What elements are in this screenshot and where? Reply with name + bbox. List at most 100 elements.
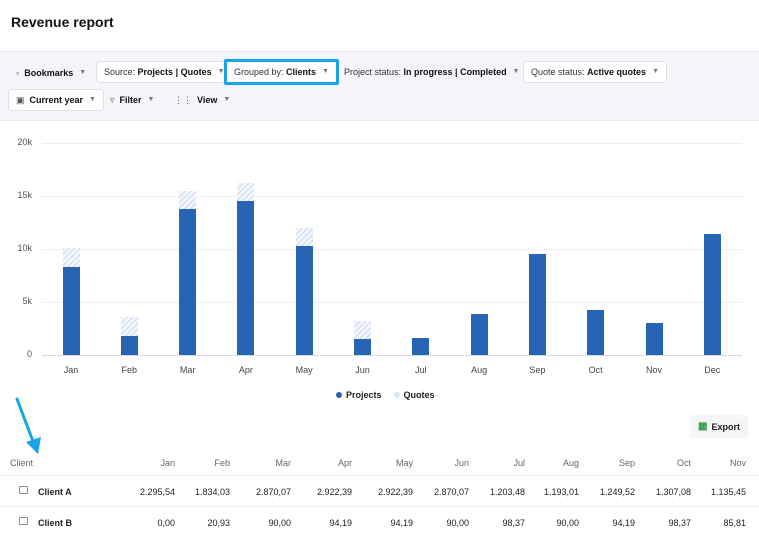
chevron-down-icon: ▼	[223, 96, 231, 103]
column-header[interactable]: Apr	[337, 458, 352, 468]
cell-value: 90,00	[446, 518, 469, 528]
column-header[interactable]: Mar	[275, 458, 292, 468]
bookmarks-label: Bookmarks	[24, 68, 74, 78]
column-header[interactable]: Aug	[562, 458, 579, 468]
cell-value: 0,00	[157, 518, 175, 528]
source-dropdown[interactable]: Source: Projects | Quotes ▼	[96, 61, 233, 83]
cell-value: 1.193,01	[543, 487, 579, 497]
column-header[interactable]: Jul	[513, 458, 525, 468]
cell-value: 1.249,52	[599, 487, 635, 497]
x-tick-label: Apr	[238, 365, 253, 375]
cell-value: 94,19	[390, 518, 413, 528]
y-tick-label: 20k	[17, 137, 32, 147]
spreadsheet-icon: ▦	[698, 421, 708, 432]
projects-bar[interactable]	[62, 267, 80, 355]
bookmark-icon: ▫	[16, 68, 20, 78]
client-name[interactable]: Client A	[38, 487, 72, 497]
legend-quotes[interactable]: Quotes	[393, 390, 435, 400]
cell-value: 2.922,39	[316, 487, 352, 497]
projects-bar[interactable]	[120, 335, 138, 355]
cell-value: 90,00	[556, 518, 579, 528]
folder-icon	[19, 486, 28, 494]
quote-status-dropdown[interactable]: Quote status: Active quotes ▼	[523, 61, 667, 83]
table-row[interactable]: Client A 2.295,54 1.834,03 2.870,07 2.922,39…	[0, 475, 759, 506]
filter-toolbar: ▫ Bookmarks ▼ Source: Projects | Quotes …	[0, 51, 759, 121]
project-status-value: In progress | Completed	[403, 67, 507, 77]
y-tick-label: 10k	[17, 243, 32, 253]
filter-dropdown[interactable]: ▿ Filter ▼	[102, 89, 162, 111]
legend-projects-label: Projects	[346, 390, 382, 400]
cell-value: 1.834,03	[194, 487, 230, 497]
chevron-down-icon: ▼	[89, 96, 96, 103]
quotes-bar[interactable]	[62, 247, 80, 268]
view-dropdown[interactable]: ⋮⋮ View ▼	[166, 89, 238, 111]
quote-status-value: Active quotes	[587, 67, 647, 77]
cell-value: 2.922,39	[377, 487, 413, 497]
period-value: Current year	[29, 95, 84, 105]
projects-bar[interactable]	[587, 310, 605, 355]
projects-bar[interactable]	[179, 208, 197, 355]
quotes-bar[interactable]	[179, 190, 197, 209]
y-tick-label: 5k	[22, 296, 32, 306]
quotes-dot-icon	[393, 392, 400, 398]
cell-value: 2.870,07	[255, 487, 291, 497]
cell-value: 98,37	[668, 518, 691, 528]
column-header[interactable]: Sep	[618, 458, 635, 468]
quotes-bar[interactable]	[237, 183, 255, 202]
quotes-bar[interactable]	[295, 227, 313, 246]
cell-value: 98,37	[502, 518, 525, 528]
table-row[interactable]: Client B 0,00 20,93 90,00 94,19 94,19 90,00 98,…	[0, 506, 759, 537]
x-tick-label: Jul	[415, 365, 427, 375]
cell-value: 94,19	[612, 518, 635, 528]
quotes-bar[interactable]	[354, 321, 371, 340]
projects-dot-icon	[336, 392, 342, 398]
x-tick-label: Sep	[529, 365, 546, 375]
projects-bar[interactable]	[295, 245, 313, 355]
chevron-down-icon: ▼	[322, 68, 329, 75]
projects-bar[interactable]	[645, 323, 663, 355]
quote-status-label: Quote status:	[531, 67, 585, 77]
column-header[interactable]: May	[395, 458, 413, 468]
gridline	[42, 196, 742, 197]
page-title: Revenue report	[11, 14, 114, 30]
gridline	[42, 249, 742, 250]
x-tick-label: Oct	[588, 365, 603, 375]
bookmarks-dropdown[interactable]: ▫ Bookmarks ▼	[8, 62, 94, 84]
filter-icon: ▿	[110, 95, 115, 105]
quotes-bar[interactable]	[120, 316, 138, 336]
y-tick-label: 15k	[17, 190, 32, 200]
client-column-header[interactable]: Client	[10, 458, 34, 468]
filter-label: Filter	[119, 95, 142, 105]
projects-bar[interactable]	[470, 313, 488, 355]
x-tick-label: Aug	[471, 365, 488, 375]
chevron-down-icon: ▼	[512, 68, 520, 75]
client-name[interactable]: Client B	[38, 518, 73, 528]
projects-bar[interactable]	[237, 201, 255, 355]
export-button[interactable]: ▦ Export	[690, 415, 748, 438]
legend-projects[interactable]: Projects	[336, 390, 382, 400]
project-status-label: Project status:	[344, 67, 402, 77]
x-tick-label: Jun	[355, 365, 370, 375]
source-value: Projects | Quotes	[137, 67, 212, 77]
x-tick-label: May	[295, 365, 313, 375]
projects-bar[interactable]	[703, 234, 721, 355]
projects-bar[interactable]	[528, 254, 546, 355]
x-tick-label: Nov	[645, 365, 662, 375]
chart-legend: Projects Quotes	[336, 390, 447, 400]
projects-bar[interactable]	[412, 338, 430, 355]
column-header[interactable]: Jun	[454, 458, 469, 468]
projects-bar[interactable]	[354, 339, 371, 355]
cell-value: 1.203,48	[489, 487, 525, 497]
cell-value: 94,19	[329, 518, 352, 528]
column-header[interactable]: Jan	[160, 458, 175, 468]
chevron-down-icon: ▼	[217, 68, 225, 75]
column-header[interactable]: Feb	[214, 458, 230, 468]
grouped-label: Grouped by:	[234, 67, 284, 77]
column-header[interactable]: Nov	[729, 458, 746, 468]
column-header[interactable]: Oct	[676, 458, 691, 468]
grouped-by-dropdown[interactable]: Grouped by: Clients ▼	[224, 59, 339, 85]
chevron-down-icon: ▼	[147, 96, 155, 103]
revenue-chart: 0 5k 10k 15k 20k Jan Feb Mar Apr May Jun Jul Aug Sep O…	[0, 120, 759, 410]
project-status-dropdown[interactable]: Project status: In progress | Completed …	[336, 61, 528, 83]
period-dropdown[interactable]: ▣ Current year ▼	[8, 89, 104, 111]
